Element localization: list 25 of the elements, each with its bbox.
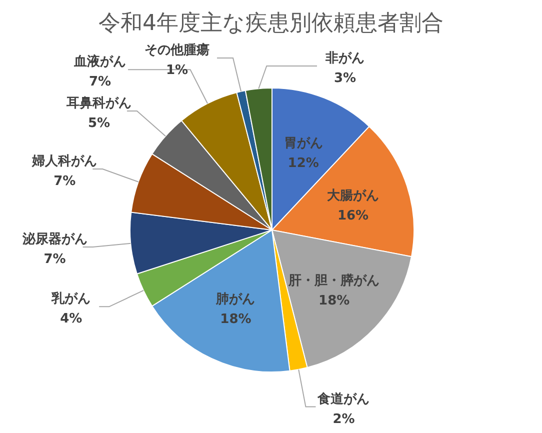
data-label: 1%: [166, 63, 188, 78]
slice-label: 耳鼻科がん: [65, 94, 132, 111]
slice-label: 婦人科がん: [31, 154, 98, 170]
data-label: 7%: [88, 74, 112, 90]
data-label: 18%: [220, 312, 252, 328]
slice-label: 食道がん: [316, 392, 370, 407]
slice-label: 大腸がん: [327, 188, 380, 204]
slice-label: 非がん: [324, 51, 364, 66]
slice-label: 肝・胆・膵がん: [288, 273, 380, 288]
data-label: 16%: [337, 208, 369, 224]
data-label: 7%: [54, 174, 76, 190]
data-label: 18%: [318, 293, 350, 308]
data-label: 2%: [332, 412, 355, 427]
data-label: 3%: [334, 71, 356, 86]
slice-label: 血液がん: [73, 54, 126, 70]
data-label: 5%: [88, 116, 110, 131]
slice-label: 胃がん: [284, 136, 323, 151]
slice-label: 乳がん: [50, 290, 91, 307]
slice-label: 泌尿器がん: [21, 230, 88, 247]
slice-label: その他腫瘍: [144, 42, 210, 58]
data-label: 7%: [44, 252, 66, 267]
slice-label: 肺がん: [215, 292, 256, 308]
data-label: 4%: [60, 312, 82, 327]
data-label: 12%: [288, 156, 319, 171]
chart-title: 令和4年度主な疾患別依頼患者割合: [98, 10, 444, 38]
